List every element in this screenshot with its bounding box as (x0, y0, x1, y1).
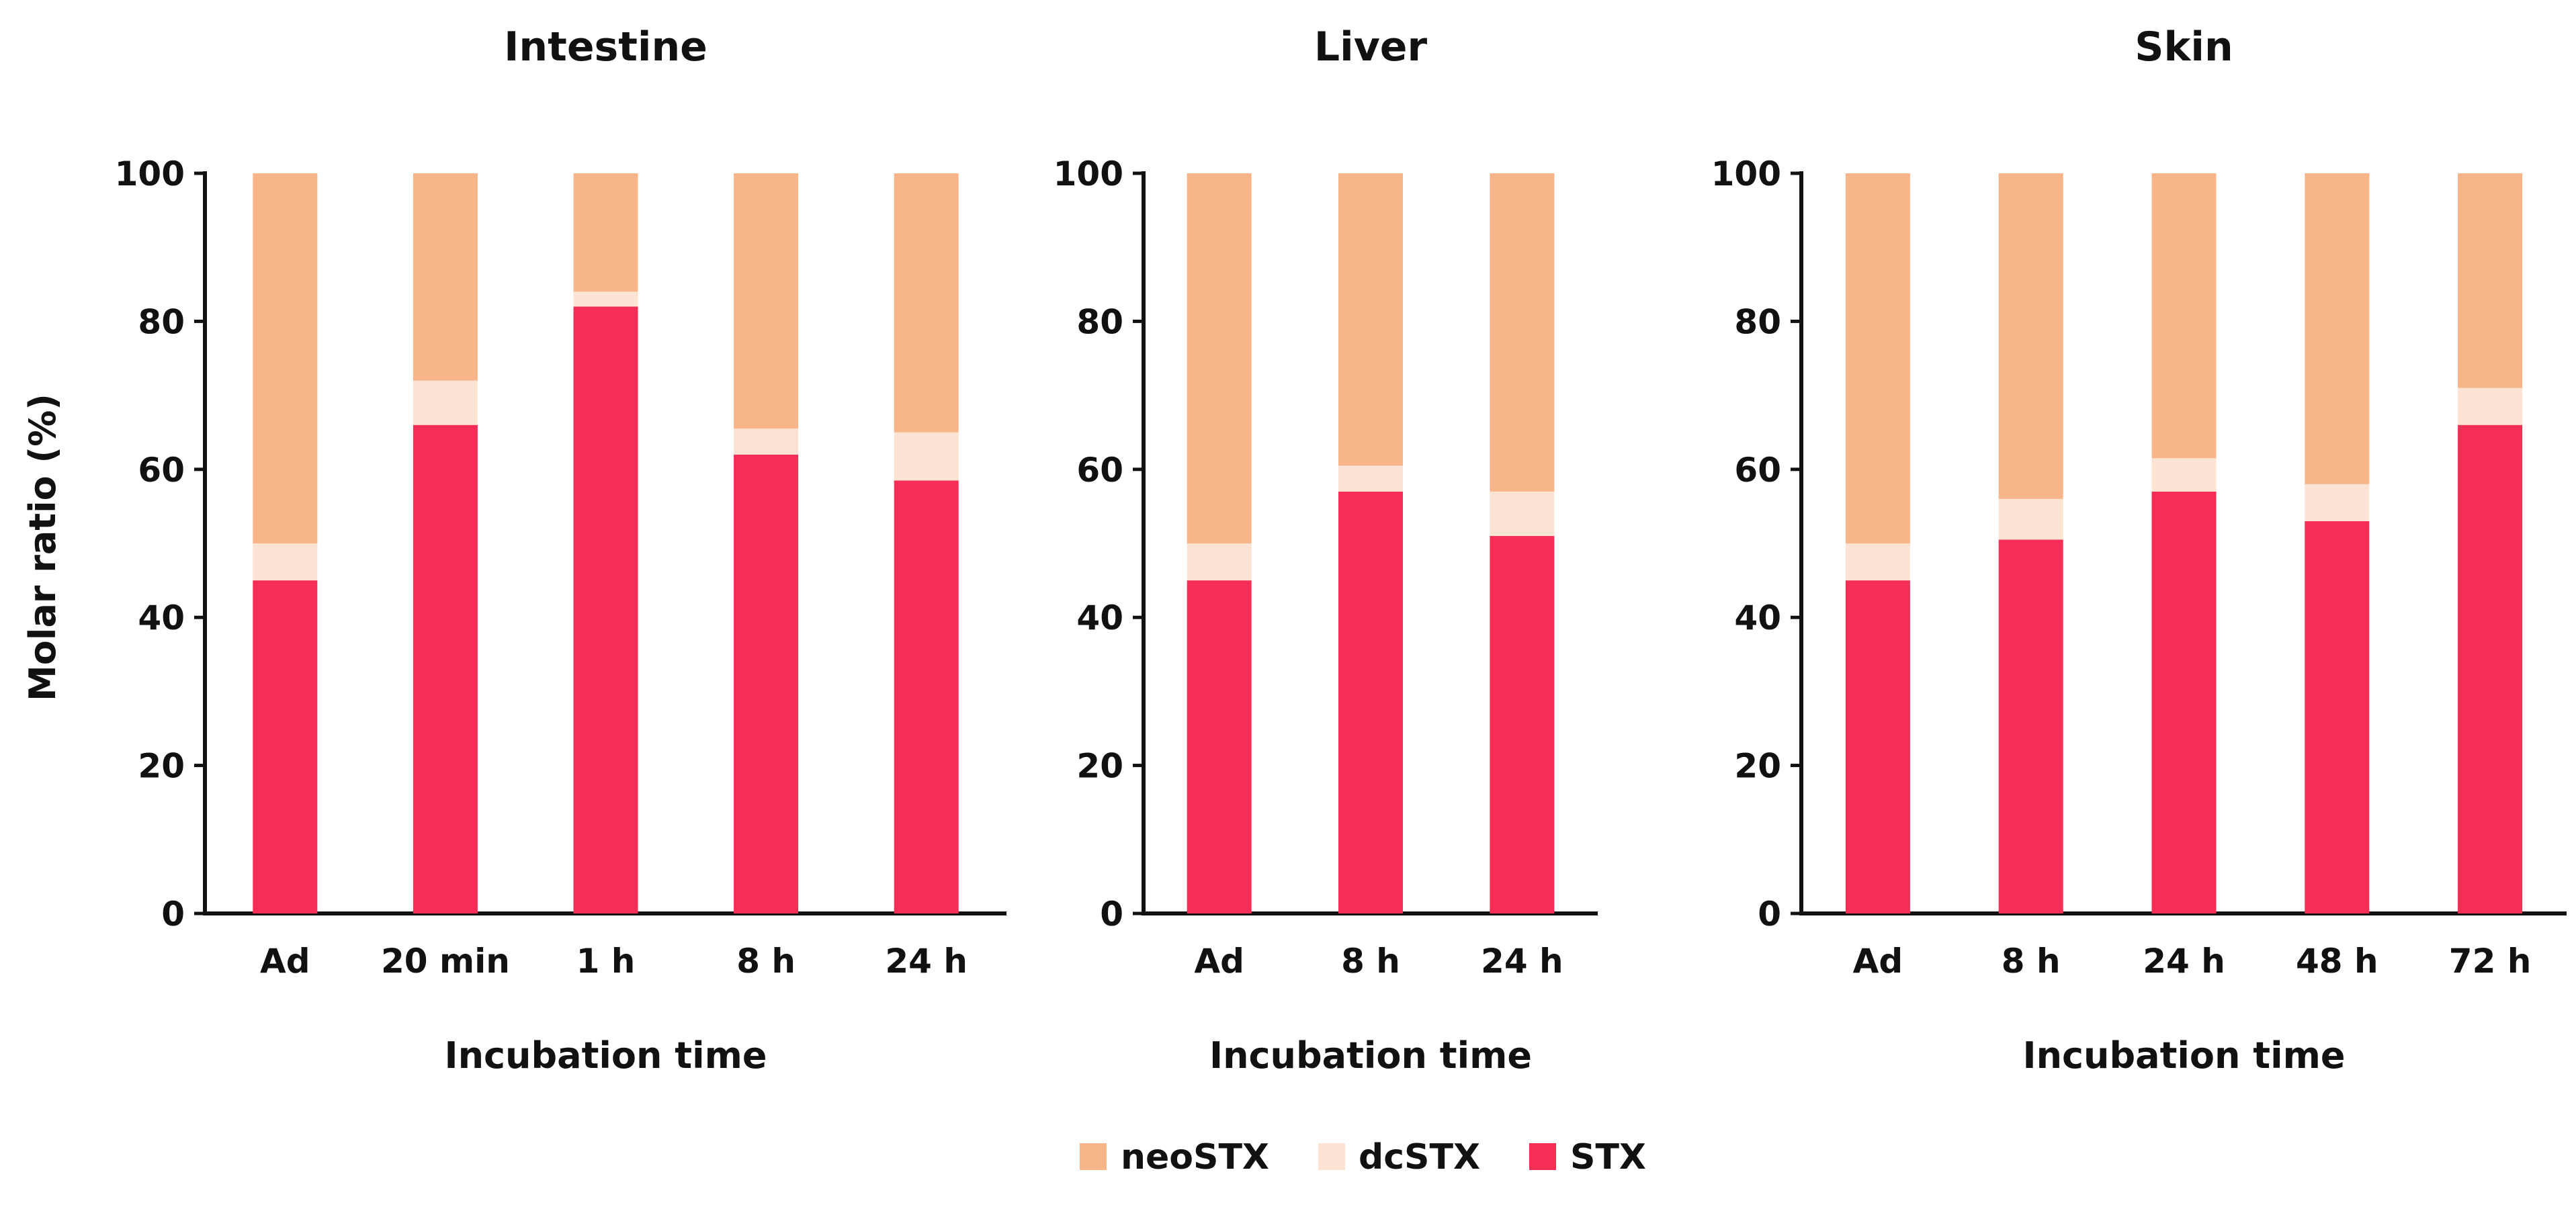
y-tick-label: 100 (115, 154, 185, 193)
bar-neostx-20-min (413, 173, 478, 381)
x-tick-label: 24 h (2143, 942, 2225, 981)
x-tick-label: 72 h (2449, 942, 2532, 981)
bar-dcstx-8-h (734, 429, 799, 455)
x-tick-label: 8 h (1341, 942, 1400, 981)
chart-title: Intestine (504, 24, 707, 71)
bar-stx-24-h (1490, 535, 1555, 913)
legend-swatch (1080, 1143, 1107, 1170)
x-tick-label: 8 h (2002, 942, 2061, 981)
bar-neostx-1-h (573, 173, 638, 292)
bar-stx-48-h (2305, 521, 2370, 913)
y-tick-label: 60 (1076, 451, 1123, 490)
bar-stx-24-h (894, 480, 959, 913)
bar-dcstx-8-h (1998, 498, 2063, 540)
bar-dcstx-48-h (2305, 484, 2370, 521)
legend-label: STX (1570, 1137, 1646, 1177)
y-tick-label: 80 (138, 302, 185, 341)
bar-dcstx-1-h (573, 292, 638, 307)
bar-dcstx-8-h (1338, 465, 1403, 492)
x-axis-label: Incubation time (1209, 1034, 1532, 1077)
y-tick-label: 40 (1076, 598, 1123, 637)
bar-dcstx-72-h (2458, 388, 2523, 425)
x-tick-label: 48 h (2296, 942, 2378, 981)
legend-swatch (1318, 1143, 1345, 1170)
bar-dcstx-24-h (1490, 491, 1555, 536)
bar-stx-8-h (1338, 491, 1403, 913)
bar-neostx-ad (253, 173, 318, 543)
y-tick-label: 80 (1734, 302, 1781, 341)
x-axis-label: Incubation time (2023, 1034, 2346, 1077)
y-tick-label: 60 (1734, 451, 1781, 490)
y-tick-label: 20 (1076, 747, 1123, 786)
y-tick-label: 0 (1758, 895, 1781, 934)
bar-stx-ad (1187, 580, 1252, 913)
bar-neostx-ad (1187, 173, 1252, 543)
x-tick-label: 24 h (1481, 942, 1563, 981)
legend: neoSTX dcSTX STX (1080, 1137, 1646, 1177)
bar-neostx-24-h (894, 173, 959, 433)
bar-neostx-72-h (2458, 173, 2523, 388)
x-tick-label: Ad (1853, 942, 1903, 981)
chart-panel-liver: Liver 0 20 40 60 80 100 Ad 8 h 24 h Incubation tim… (1054, 24, 1598, 1077)
y-tick-label: 40 (1734, 598, 1781, 637)
bar-dcstx-ad (1845, 543, 1910, 581)
y-tick-label: 100 (1711, 154, 1781, 193)
y-tick-label: 20 (1734, 747, 1781, 786)
x-tick-label: 20 min (381, 942, 510, 981)
chart-panels: Intestine 0 20 40 60 80 100 Ad 20 min 1 h 8 h 24 h I… (115, 24, 2567, 1077)
x-tick-label: Ad (1194, 942, 1244, 981)
bar-stx-8-h (734, 454, 799, 913)
y-axis-label: Molar ratio (%) (22, 394, 64, 701)
y-tick-label: 0 (1100, 895, 1123, 934)
bar-stx-8-h (1998, 539, 2063, 913)
bar-dcstx-ad (253, 543, 318, 581)
bar-dcstx-20-min (413, 380, 478, 425)
y-tick-label: 100 (1054, 154, 1123, 193)
x-tick-label: 24 h (885, 942, 968, 981)
y-tick-label: 40 (138, 598, 185, 637)
chart-title: Skin (2135, 24, 2233, 71)
bar-neostx-8-h (1338, 173, 1403, 466)
legend-swatch (1529, 1143, 1556, 1170)
chart-title: Liver (1314, 24, 1428, 71)
bar-dcstx-ad (1187, 543, 1252, 581)
legend-item-dcstx: dcSTX (1318, 1137, 1480, 1177)
x-tick-label: Ad (260, 942, 310, 981)
bar-stx-20-min (413, 424, 478, 913)
bar-neostx-ad (1845, 173, 1910, 543)
bar-dcstx-24-h (2151, 458, 2217, 492)
bar-neostx-48-h (2305, 173, 2370, 484)
legend-label: dcSTX (1359, 1137, 1480, 1177)
bar-neostx-24-h (1490, 173, 1555, 492)
legend-label: neoSTX (1121, 1137, 1269, 1177)
y-tick-label: 60 (138, 451, 185, 490)
y-tick-label: 0 (161, 895, 185, 934)
bar-neostx-24-h (2151, 173, 2217, 459)
x-axis-label: Incubation time (445, 1034, 767, 1077)
bar-stx-ad (253, 580, 318, 913)
bar-neostx-8-h (1998, 173, 2063, 499)
y-tick-label: 80 (1076, 302, 1123, 341)
bar-neostx-8-h (734, 173, 799, 429)
y-tick-label: 20 (138, 747, 185, 786)
x-tick-label: 1 h (576, 942, 636, 981)
bar-stx-ad (1845, 580, 1910, 913)
bar-stx-1-h (573, 306, 638, 913)
chart-panel-skin: Skin 0 20 40 60 80 100 Ad 8 h 24 h 48 h 72 h Incubat… (1711, 24, 2567, 1077)
legend-item-stx: STX (1529, 1137, 1646, 1177)
legend-item-neostx: neoSTX (1080, 1137, 1269, 1177)
bar-dcstx-24-h (894, 432, 959, 481)
chart-panel-intestine: Intestine 0 20 40 60 80 100 Ad 20 min 1 h 8 h 24 h I… (115, 24, 1006, 1077)
bar-stx-24-h (2151, 491, 2217, 913)
x-tick-label: 8 h (736, 942, 796, 981)
bar-stx-72-h (2458, 424, 2523, 913)
